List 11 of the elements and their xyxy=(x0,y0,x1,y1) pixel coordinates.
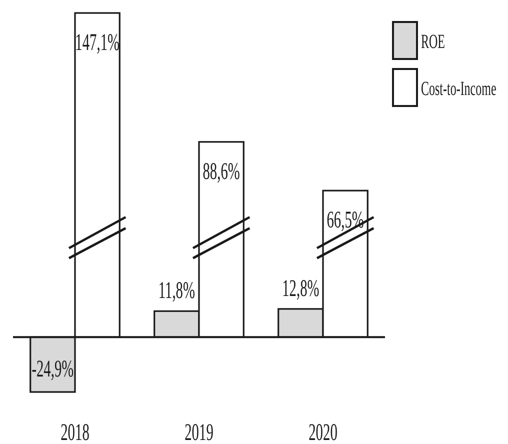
data-label: -24,9% xyxy=(32,356,74,383)
data-label: 88,6% xyxy=(202,158,240,185)
x-tick-label: 2020 xyxy=(308,419,338,444)
data-label: 147,1% xyxy=(75,29,120,56)
legend-label: Cost-to-Income xyxy=(421,76,496,100)
data-label: 12,8% xyxy=(282,275,320,302)
x-tick-label: 2018 xyxy=(60,419,90,444)
data-label: 66,5% xyxy=(326,206,364,234)
data-label: 11,8% xyxy=(158,278,196,304)
legend-label: ROE xyxy=(421,30,445,53)
x-tick-label: 2019 xyxy=(184,419,214,444)
